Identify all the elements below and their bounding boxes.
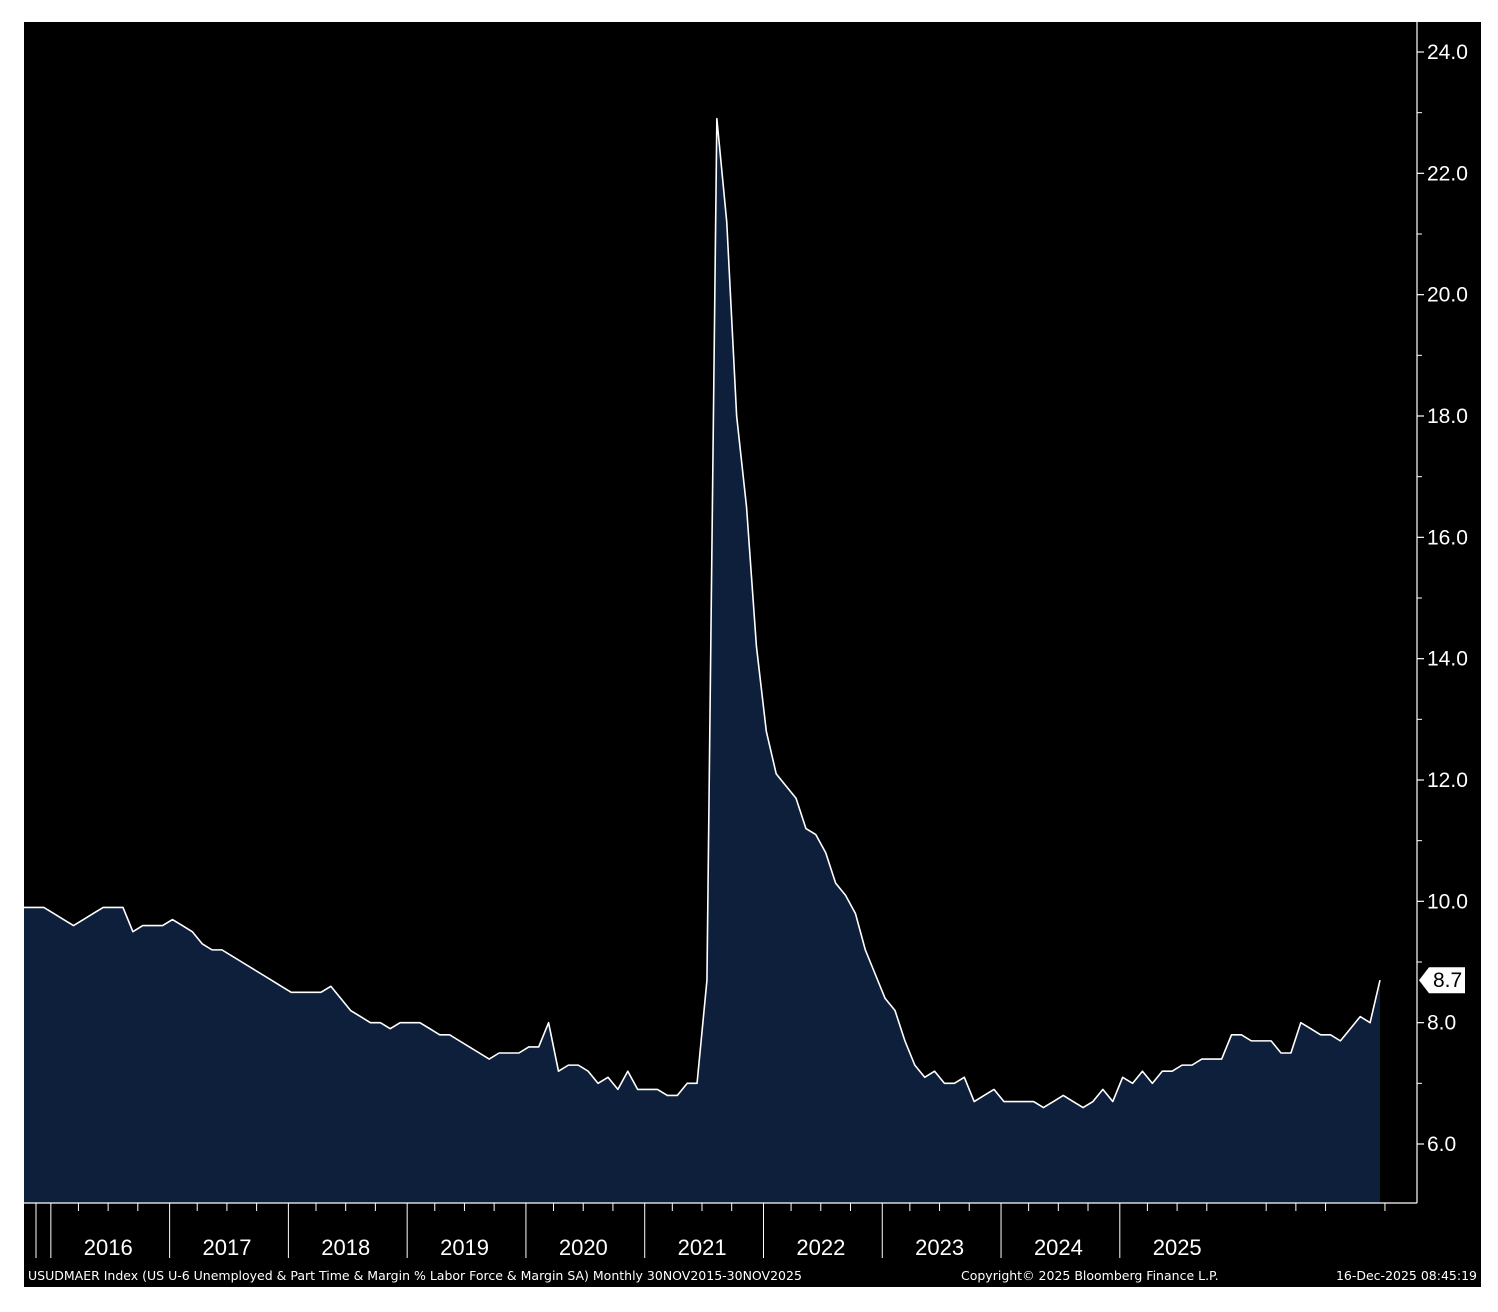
timestamp: 16-Dec-2025 08:45:19	[1335, 1268, 1477, 1283]
y-tick-label: 14.0	[1427, 648, 1468, 671]
y-tick-label: 24.0	[1427, 41, 1468, 64]
x-tick-label: 2016	[84, 1235, 133, 1260]
x-tick-label: 2020	[559, 1235, 608, 1260]
copyright-notice: Copyright© 2025 Bloomberg Finance L.P.	[961, 1268, 1219, 1283]
y-tick-label: 16.0	[1427, 526, 1468, 549]
last-value-callout	[1419, 967, 1465, 994]
x-tick-label: 2018	[321, 1235, 370, 1260]
x-tick-label: 2021	[678, 1235, 727, 1260]
x-tick-label: 2017	[203, 1235, 252, 1260]
series-description: USUDMAER Index (US U-6 Unemployed & Part…	[28, 1268, 802, 1283]
y-tick-label: 8.0	[1427, 1012, 1456, 1035]
y-tick-label: 22.0	[1427, 162, 1468, 185]
last-value-label: 8.7	[1433, 969, 1462, 992]
x-tick-label: 2023	[915, 1235, 964, 1260]
x-tick-label: 2022	[796, 1235, 845, 1260]
chart-footer: USUDMAER Index (US U-6 Unemployed & Part…	[24, 1264, 1481, 1287]
y-tick-label: 6.0	[1427, 1133, 1456, 1156]
x-tick-label: 2025	[1153, 1235, 1202, 1260]
y-tick-label: 18.0	[1427, 405, 1468, 428]
y-tick-label: 20.0	[1427, 284, 1468, 307]
series-area	[24, 118, 1380, 1204]
y-tick-label: 12.0	[1427, 769, 1468, 792]
u6-unemployment-chart: 6.0 8.0 10.0 12.0 14.0 16.0 18.0 20.0 22.0 24.0 2…	[24, 22, 1468, 1260]
y-tick-label: 10.0	[1427, 890, 1468, 913]
x-tick-label: 2024	[1034, 1235, 1083, 1260]
x-tick-label: 2019	[440, 1235, 489, 1260]
series-line	[24, 117, 1381, 1109]
chart-frame: 6.0 8.0 10.0 12.0 14.0 16.0 18.0 20.0 22.0 24.0 2…	[24, 22, 1481, 1287]
